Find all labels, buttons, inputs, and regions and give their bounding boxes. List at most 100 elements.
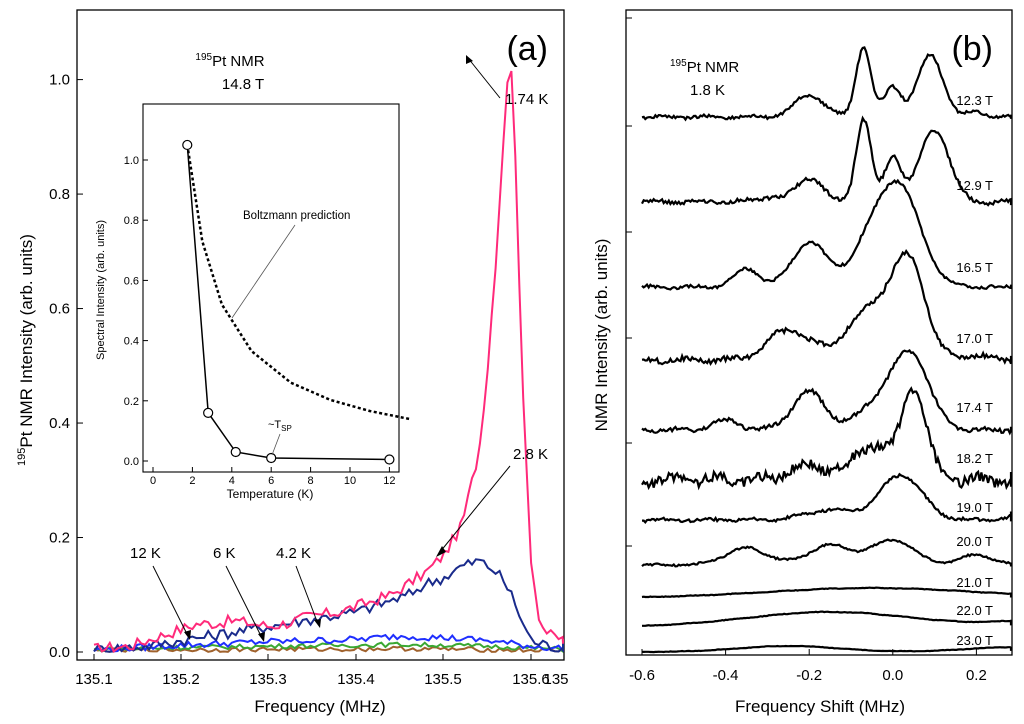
spectrum-line — [641, 248, 1013, 366]
label-2-8k: 2.8 K — [513, 446, 548, 463]
spectrum-field-label: 12.9 T — [956, 178, 993, 193]
spectrum-field-label: 16.5 T — [956, 260, 993, 275]
inset-y-tick-label: 1.0 — [124, 155, 139, 167]
measured-point — [182, 139, 193, 151]
spectrum-line — [642, 610, 1013, 627]
spectrum-line — [641, 178, 1013, 291]
label-4-2k: 4.2 K — [276, 545, 311, 562]
inset-y-tick-label: 0.4 — [124, 336, 139, 348]
inset-series — [182, 139, 410, 465]
x-tick-label: 135.4 — [337, 671, 375, 688]
x-tick-label: 135.6 — [512, 671, 550, 688]
panel-b-series: 12.3 T 12.9 T 16.5 T 17.0 T 17.4 T 18.2 T 19.0… — [641, 46, 1013, 654]
panel-a-frame — [76, 9, 565, 661]
arrow-6k — [225, 565, 263, 639]
x-tick-label: 135.1 — [75, 671, 113, 688]
spectrum-line — [641, 115, 1013, 207]
spectrum-field-label: 21.0 T — [956, 575, 993, 590]
x-tick-label: -0.4 — [713, 667, 739, 684]
arrow-4-2k — [295, 565, 319, 625]
panel-a-label: (a) — [506, 30, 548, 68]
y-tick-label: 0.4 — [49, 415, 70, 432]
x-tick-label: 0.0 — [882, 667, 903, 684]
inset-y-tick-label: 0.8 — [124, 215, 139, 227]
boltzmann-label: Boltzmann prediction — [243, 210, 350, 222]
panel-b-frame — [625, 9, 1013, 656]
spectrum-line — [641, 586, 1013, 599]
measured-point — [266, 452, 277, 464]
inset-y-tick-label: 0.6 — [124, 275, 139, 287]
series-line — [93, 70, 564, 653]
panel-a-y-ticks: 0.0 0.2 0.4 0.6 0.8 1.0 — [49, 72, 83, 661]
spectrum-field-label: 18.2 T — [956, 451, 993, 466]
y-tick-label: 0.2 — [49, 530, 70, 547]
inset-chart: 0 2 4 6 8 10 12 0.0 0.2 0.4 0.6 0.8 1.0 Temperature … — [95, 103, 410, 501]
x-tick-label: -0.6 — [629, 667, 655, 684]
spectrum-field-label: 19.0 T — [956, 500, 993, 515]
spectrum-line — [641, 644, 1013, 654]
inset-frame — [142, 103, 400, 473]
spectrum-line — [641, 538, 1013, 568]
measured-point — [230, 446, 241, 458]
inset-x-tick-label: 0 — [150, 475, 156, 487]
panel-a-xlabel: Frequency (MHz) — [254, 697, 385, 716]
inset-x-tick-label: 8 — [308, 475, 314, 487]
inset-y-tick-label: 0.2 — [124, 396, 139, 408]
series-line — [93, 633, 564, 653]
inset-xlabel: Temperature (K) — [227, 487, 314, 501]
spectrum-line — [642, 472, 1013, 524]
panel-a-field: 14.8 T — [222, 76, 264, 93]
arrowhead-6k — [258, 632, 265, 642]
arrowhead-1-74k — [466, 55, 473, 64]
spectrum-field-label: 22.0 T — [956, 603, 993, 618]
spectrum-field-label: 17.0 T — [956, 331, 993, 346]
spectrum-line — [641, 349, 1013, 436]
measured-point — [203, 407, 214, 418]
label-12k: 12 K — [130, 545, 161, 562]
inset-x-tick-label: 2 — [189, 475, 195, 487]
inset-x-tick-label: 12 — [383, 475, 395, 487]
inset-x-tick-label: 4 — [229, 475, 235, 487]
inset-x-tick-label: 6 — [268, 475, 274, 487]
x-tick-label: 135 — [543, 671, 568, 688]
inset-x-tick-label: 10 — [344, 475, 356, 487]
label-6k: 6 K — [213, 545, 236, 562]
inset-ticks: 0 2 4 6 8 10 12 0.0 0.2 0.4 0.6 0.8 1.0 — [124, 155, 396, 487]
y-tick-label: 0.0 — [49, 644, 70, 661]
arrow-12k — [152, 565, 189, 637]
panel-b-temp: 1.8 K — [690, 82, 725, 99]
spectrum-field-label: 23.0 T — [956, 633, 993, 648]
panel-b: -0.6-0.4-0.20.00.20.4 12.3 T12.9 T16.5 T… — [592, 9, 1013, 716]
arrowhead-12k — [184, 630, 191, 640]
arrow-2-8k — [439, 465, 511, 553]
panel-b-xlabel: Frequency Shift (MHz) — [735, 697, 905, 716]
y-tick-label: 1.0 — [49, 72, 70, 89]
panel-a-series — [93, 70, 564, 653]
y-tick-label: 0.6 — [49, 301, 70, 318]
boltzmann-line — [186, 144, 410, 421]
spectrum-field-label: 12.3 T — [956, 93, 993, 108]
x-tick-label: 135.2 — [162, 671, 200, 688]
panel-b-title: 195Pt NMR — [670, 58, 739, 76]
panel-a-ylabel: 195Pt NMR Intensity (arb. units) — [16, 234, 36, 466]
x-tick-label: 135.5 — [424, 671, 462, 688]
tsp-label: ~TSP — [268, 419, 292, 433]
series-line — [93, 558, 564, 653]
spectrum-line — [641, 46, 1013, 122]
panel-b-label: (b) — [951, 30, 993, 68]
x-tick-label: 0.2 — [966, 667, 987, 684]
boltzmann-pointer — [231, 224, 296, 319]
inset-ylabel: Spectral Intensity (arb. units) — [95, 220, 107, 360]
label-1-74k: 1.74 K — [505, 91, 548, 108]
spectrum-field-label: 17.4 T — [956, 400, 993, 415]
arrowhead-2-8k — [436, 546, 446, 557]
spectrum-field-label: 20.0 T — [956, 534, 993, 549]
arrow-1-74k — [467, 57, 501, 99]
measured-point — [384, 454, 395, 465]
panel-a-title: 195Pt NMR — [195, 52, 264, 70]
y-tick-label: 0.8 — [49, 186, 70, 203]
panel-b-x-ticks: -0.6-0.4-0.20.00.20.4 — [626, 17, 987, 684]
tsp-pointer — [271, 433, 281, 456]
